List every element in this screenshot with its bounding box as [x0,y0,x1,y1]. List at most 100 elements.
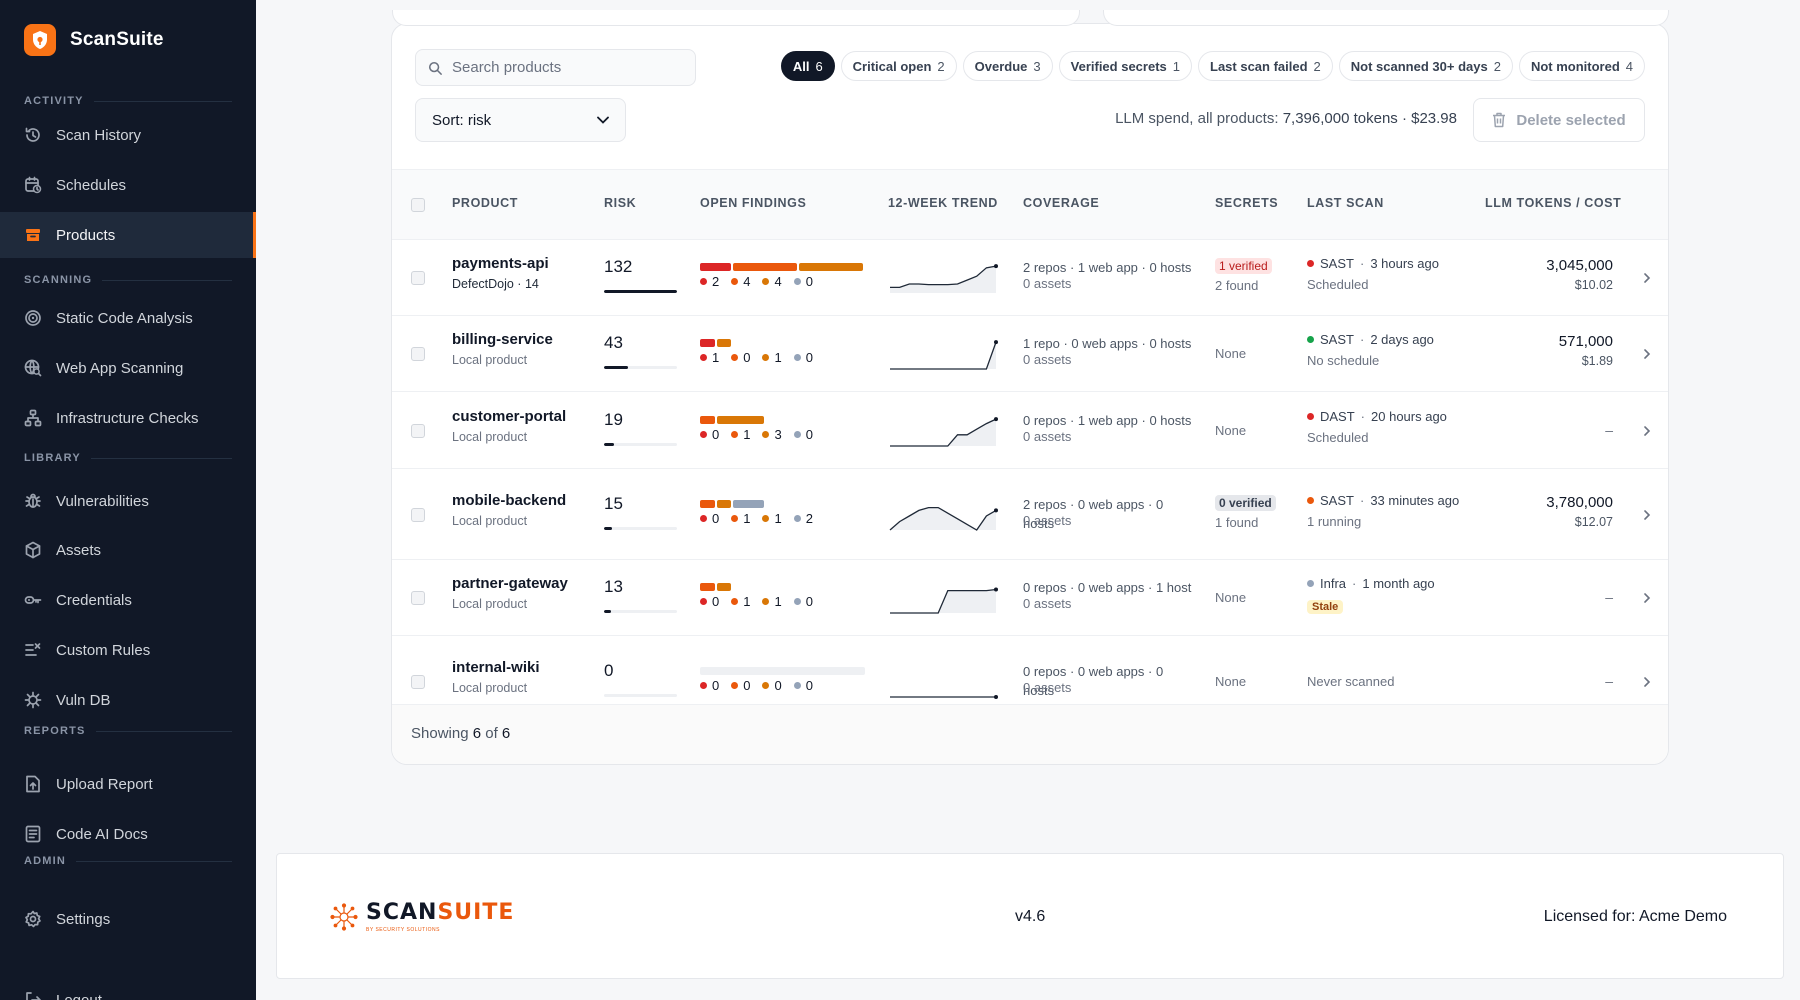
sidebar-item-static-code-analysis[interactable]: Static Code Analysis [0,295,256,341]
product-name[interactable]: billing-service [452,331,553,348]
findings-counts: 2 4 4 0 [700,274,813,289]
scan-time: 2 days ago [1370,332,1434,347]
sidebar-item-label: Products [56,226,116,244]
filter-chip-all[interactable]: All 6 [780,51,835,81]
last-scan-info: SAST · 33 minutes ago [1307,493,1459,508]
app-version: v4.6 [1015,908,1046,925]
sidebar-section-reports: REPORTS [24,725,232,737]
table-row[interactable]: billing-service Local product 43 1 0 1 0 1 repo… [392,315,1668,391]
sidebar-item-web-app-scanning[interactable]: Web App Scanning [0,345,256,391]
column-header-open-findings[interactable]: OPEN FINDINGS [700,196,807,210]
findings-bar-medium [716,583,731,591]
table-row[interactable]: internal-wiki Local product 0 0 0 0 0 0 repos ·… [392,635,1668,727]
sidebar-item-upload-report[interactable]: Upload Report [0,761,256,807]
sidebar-item-scan-history[interactable]: Scan History [0,112,256,158]
trend-last-point [994,264,998,269]
severity-dot [762,430,770,438]
chevron-right-icon[interactable] [1642,425,1652,436]
filter-chip-count: 4 [1625,58,1633,74]
filter-chip-overdue[interactable]: Overdue 3 [962,51,1053,81]
product-name[interactable]: mobile-backend [452,491,567,509]
chevron-right-icon[interactable] [1642,273,1652,283]
product-name[interactable]: payments-api [452,255,549,272]
document-icon [25,825,41,843]
chevron-right-icon[interactable] [1642,593,1652,603]
findings-bar-high [700,415,715,424]
scan-type: Infra [1320,576,1347,591]
filter-chip-verified-secrets[interactable]: Verified secrets 1 [1058,51,1192,81]
filter-chip-critical-open[interactable]: Critical open 2 [840,51,957,81]
filter-chip-not-monitored[interactable]: Not monitored 4 [1518,51,1645,81]
sidebar-item-code-ai-docs[interactable]: Code AI Docs [0,811,256,857]
brand[interactable]: ScanSuite [24,24,164,56]
filter-chip-not-scanned-30-days[interactable]: Not scanned 30+ days 2 [1338,51,1513,81]
trend-sparkline [890,416,998,447]
summary-card-left [392,10,1080,26]
row-checkbox[interactable] [411,675,425,689]
row-checkbox[interactable] [411,347,425,361]
sidebar-item-credentials[interactable]: Credentials [0,577,256,623]
select-all-checkbox[interactable] [411,198,425,212]
column-header-risk[interactable]: RISK [604,196,637,210]
sidebar-item-settings[interactable]: Settings [0,896,256,942]
sidebar-item-schedules[interactable]: Schedules [0,162,256,208]
footer-logo-tagline: BY SECURITY SOLUTIONS [366,927,440,933]
sidebar-item-vuln-db[interactable]: Vuln DB [0,677,256,723]
product-name[interactable]: internal-wiki [452,659,540,676]
table-row[interactable]: payments-api DefectDojo · 14 132 2 4 4 0 2 repo… [392,239,1668,315]
sidebar-item-custom-rules[interactable]: Custom Rules [0,627,256,673]
severity-dot [700,682,707,689]
sidebar-item-assets[interactable]: Assets [0,527,256,573]
findings-bars [700,499,764,508]
llm-spend-value: 7,396,000 tokens · $23.98 [1282,110,1457,127]
trend-last-point [994,416,998,421]
product-name[interactable]: partner-gateway [452,575,568,592]
search-box[interactable] [415,49,696,86]
row-checkbox[interactable] [411,591,425,605]
table-row[interactable]: customer-portal Local product 19 0 1 3 0 0 repo… [392,391,1668,468]
sidebar-item-logout[interactable]: Logout [0,977,256,1000]
file-upload-icon [26,775,40,793]
sidebar: ScanSuite ACTIVITY SCANNING LIBRARY REPORTS… [0,0,256,1000]
sidebar-section-activity: ACTIVITY [24,95,232,107]
severity-dot [731,682,739,689]
sidebar-item-vulnerabilities[interactable]: Vulnerabilities [0,478,256,524]
chevron-right-icon[interactable] [1642,509,1652,520]
finding-count-value: 0 [712,678,720,693]
scan-status-dot [1307,336,1314,343]
risk-bar [604,694,677,697]
row-checkbox[interactable] [411,271,425,285]
column-header-secrets: SECRETS [1215,196,1279,210]
search-input[interactable] [452,59,672,76]
trend-area [890,589,996,613]
finding-count-value: 1 [743,426,751,442]
secrets-found: 1 found [1215,514,1259,530]
product-source: DefectDojo · 14 [452,277,539,291]
sort-select[interactable]: Sort: risk [415,98,626,142]
sidebar-item-products[interactable]: Products [0,212,256,258]
trend-line [890,265,997,289]
table-row[interactable]: mobile-backend Local product 15 0 1 1 2 2 repos… [392,468,1668,559]
findings-bars [700,583,731,591]
severity-dot [731,354,739,361]
filter-chip-count: 6 [815,58,823,74]
chevron-right-icon[interactable] [1642,677,1652,687]
filter-chip-last-scan-failed[interactable]: Last scan failed 2 [1198,51,1333,81]
column-header-product[interactable]: PRODUCT [452,196,519,210]
search-icon [428,61,442,75]
llm-spend-label: LLM spend, all products: [1115,110,1279,127]
delete-selected-button[interactable]: Delete selected [1473,98,1645,142]
last-scan-info: Infra · 1 month ago [1307,576,1435,591]
row-checkbox[interactable] [411,507,425,522]
product-name[interactable]: customer-portal [452,407,567,425]
license-info: Licensed for: Acme Demo [1543,908,1727,925]
chevron-right-icon[interactable] [1642,349,1652,359]
severity-dot [700,598,707,605]
sidebar-item-infrastructure-checks[interactable]: Infrastructure Checks [0,395,256,441]
table-row[interactable]: partner-gateway Local product 13 0 1 1 0 0 repo… [392,559,1668,635]
row-checkbox[interactable] [411,423,425,438]
findings-counts: 0 0 0 0 [700,678,813,693]
network-star-logo-icon [330,902,358,931]
column-header-last-scan[interactable]: LAST SCAN [1307,196,1384,210]
bug-icon [25,493,41,508]
